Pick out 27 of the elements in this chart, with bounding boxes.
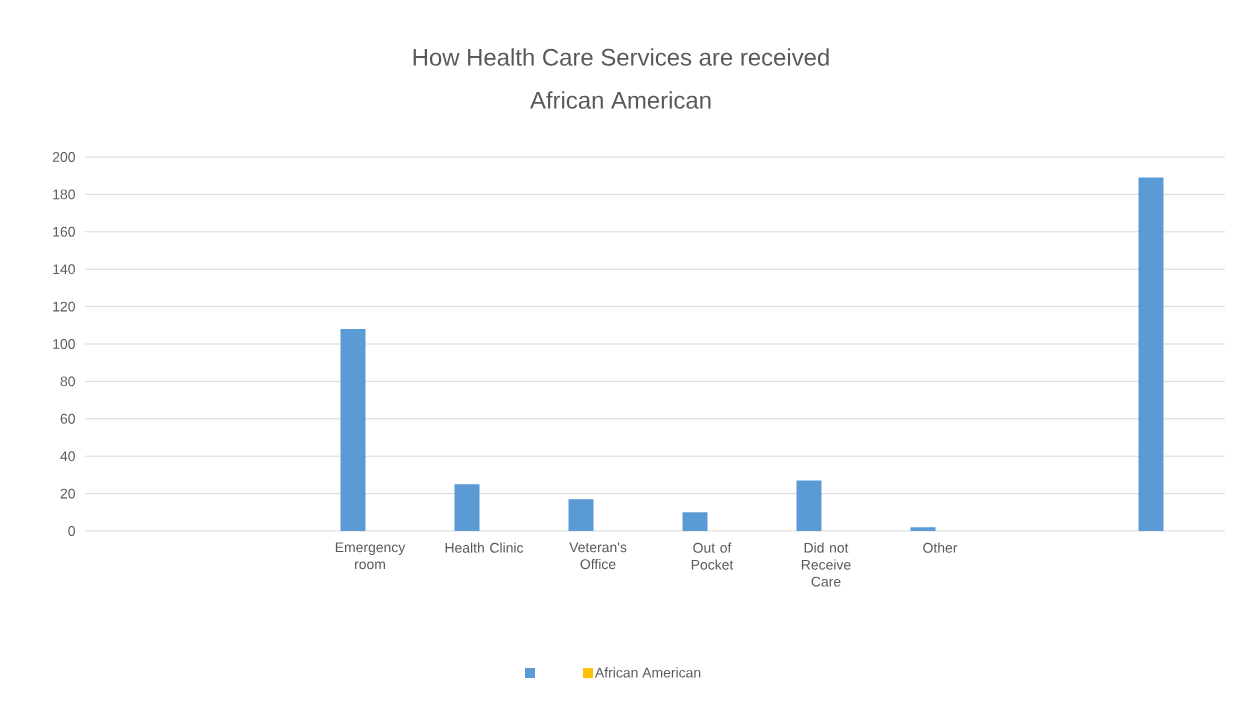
y-tick-label: 40 xyxy=(60,451,75,462)
y-tick-label: 200 xyxy=(52,152,75,162)
y-tick-label: 160 xyxy=(53,226,75,237)
y-tick-label: 0 xyxy=(68,526,75,536)
x-tick-label: Other xyxy=(923,542,958,553)
bar xyxy=(454,484,480,531)
x-tick-label: Health Clinic xyxy=(445,542,524,553)
y-tick-label: 120 xyxy=(53,301,75,312)
bar xyxy=(682,512,708,531)
x-tick-label: Out of Pocket xyxy=(691,542,734,570)
x-tick-label: Emergency room xyxy=(335,542,406,570)
y-tick-label: 60 xyxy=(60,413,75,424)
x-tick-label: Did not Receive Care xyxy=(801,542,851,587)
y-tick-label: 100 xyxy=(53,339,75,349)
x-tick-label: Veteran's Office xyxy=(569,542,627,570)
bar xyxy=(568,499,594,531)
bar xyxy=(1138,177,1164,531)
legend-label: African American xyxy=(594,667,701,678)
y-tick-label: 20 xyxy=(60,488,75,499)
bar xyxy=(340,329,366,531)
bar xyxy=(796,480,822,531)
y-tick-label: 180 xyxy=(53,189,75,200)
bar xyxy=(910,527,936,531)
y-tick-label: 140 xyxy=(53,264,75,275)
chart-title: How Health Care Services are received xyxy=(413,48,829,66)
y-tick-label: 80 xyxy=(60,376,75,387)
chart-subtitle: African American xyxy=(530,91,711,109)
